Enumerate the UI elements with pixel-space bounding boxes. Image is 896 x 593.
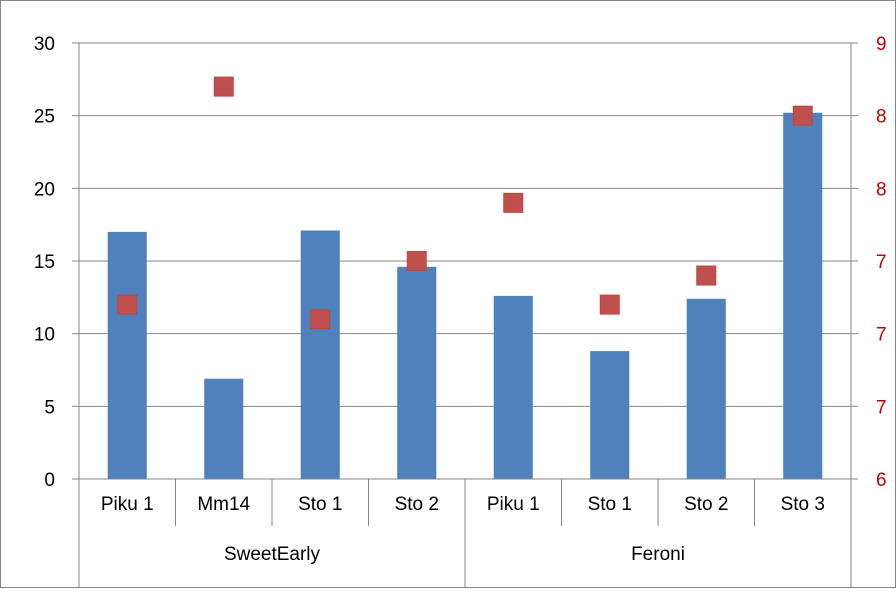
left-tick-label: 10 bbox=[34, 325, 55, 346]
right-tick-label: 7 bbox=[876, 397, 887, 418]
right-tick-label: 8 bbox=[876, 107, 887, 128]
right-tick-label: 9 bbox=[876, 34, 887, 55]
scatter-point bbox=[117, 294, 138, 315]
bar bbox=[493, 295, 533, 479]
left-tick-label: 20 bbox=[34, 179, 55, 200]
scatter-point bbox=[213, 76, 234, 97]
left-tick-label: 15 bbox=[34, 252, 55, 273]
left-tick-label: 25 bbox=[34, 107, 55, 128]
scatter-point bbox=[792, 105, 813, 126]
category-label: Mm14 bbox=[197, 494, 250, 515]
left-tick-label: 30 bbox=[34, 34, 55, 55]
category-label: Piku 1 bbox=[487, 494, 540, 515]
scatter-point bbox=[696, 265, 717, 286]
right-y-axis-ticks: 6 7 7 7 8 8 9 bbox=[876, 34, 887, 491]
group-label: SweetEarly bbox=[224, 544, 321, 565]
right-tick-label: 8 bbox=[876, 179, 887, 200]
x-axis-category-labels: Piku 1 Mm14 Sto 1 Sto 2 Piku 1 Sto 1 Sto 2 Sto … bbox=[101, 494, 825, 515]
right-tick-label: 7 bbox=[876, 252, 887, 273]
scatter-point bbox=[406, 251, 427, 271]
left-tick-label: 5 bbox=[44, 397, 55, 418]
x-axis-group-labels: SweetEarly Feroni bbox=[224, 544, 685, 565]
bar bbox=[397, 266, 437, 479]
left-y-axis-ticks: 0 5 10 15 20 25 30 bbox=[34, 34, 55, 491]
scatter-point bbox=[310, 309, 331, 330]
category-label: Sto 1 bbox=[298, 494, 342, 515]
axes bbox=[72, 42, 858, 588]
category-label: Sto 2 bbox=[684, 494, 728, 515]
bar bbox=[783, 112, 823, 479]
bar bbox=[686, 298, 726, 479]
marker-series bbox=[117, 76, 813, 330]
left-tick-label: 0 bbox=[44, 470, 55, 491]
scatter-point bbox=[503, 192, 524, 213]
right-tick-label: 7 bbox=[876, 325, 887, 346]
bar bbox=[590, 351, 630, 479]
category-label: Sto 1 bbox=[588, 494, 632, 515]
category-label: Sto 2 bbox=[395, 494, 439, 515]
bar-series bbox=[107, 112, 823, 479]
category-label: Piku 1 bbox=[101, 494, 154, 515]
bar bbox=[107, 231, 147, 479]
bar bbox=[204, 378, 244, 479]
scatter-point bbox=[599, 294, 620, 315]
right-tick-label: 6 bbox=[876, 470, 887, 491]
bar bbox=[300, 230, 340, 479]
category-label: Sto 3 bbox=[781, 494, 825, 515]
group-label: Feroni bbox=[631, 544, 685, 565]
